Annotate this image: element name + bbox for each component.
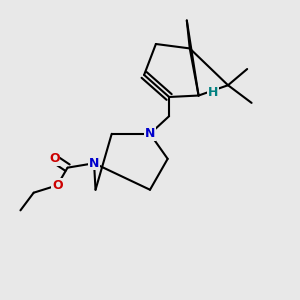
Text: H: H — [208, 86, 218, 99]
Text: O: O — [52, 179, 63, 192]
Text: O: O — [49, 152, 60, 165]
Text: N: N — [145, 127, 155, 140]
Text: N: N — [89, 157, 99, 170]
